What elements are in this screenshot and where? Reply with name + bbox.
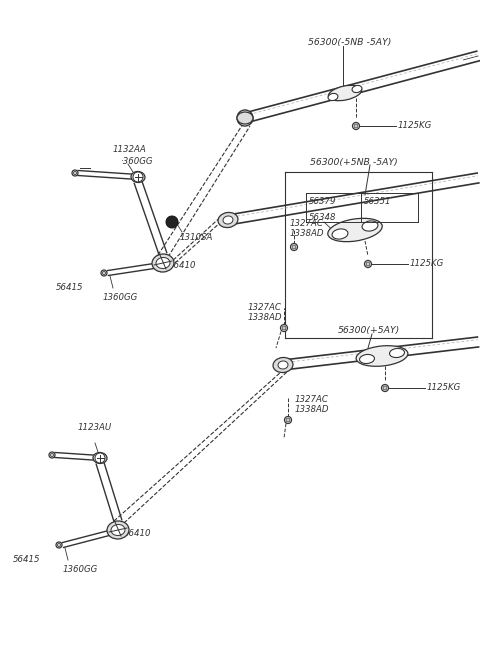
- Ellipse shape: [273, 357, 293, 373]
- Text: 56300(+5AY): 56300(+5AY): [338, 327, 400, 336]
- Circle shape: [286, 418, 290, 422]
- Circle shape: [102, 271, 106, 275]
- Ellipse shape: [328, 218, 382, 242]
- Text: 56415: 56415: [56, 284, 83, 292]
- Text: 56351: 56351: [364, 196, 392, 206]
- Circle shape: [166, 216, 178, 228]
- Text: 1125KG: 1125KG: [398, 122, 432, 131]
- Circle shape: [101, 270, 107, 276]
- Circle shape: [95, 453, 105, 463]
- Polygon shape: [55, 453, 100, 461]
- Circle shape: [57, 543, 60, 547]
- Text: 1123AU: 1123AU: [78, 424, 112, 432]
- Text: 1338AD: 1338AD: [295, 405, 329, 415]
- Ellipse shape: [352, 85, 362, 93]
- Text: ·360GG: ·360GG: [120, 156, 153, 166]
- Polygon shape: [78, 171, 138, 179]
- Circle shape: [237, 110, 253, 126]
- Ellipse shape: [223, 216, 233, 224]
- Circle shape: [383, 386, 387, 390]
- Text: 56348: 56348: [309, 212, 336, 221]
- Text: 56410: 56410: [169, 261, 196, 271]
- Polygon shape: [108, 263, 155, 275]
- Circle shape: [352, 122, 360, 129]
- Ellipse shape: [332, 229, 348, 239]
- Ellipse shape: [93, 453, 107, 463]
- Polygon shape: [227, 173, 479, 225]
- Circle shape: [285, 417, 291, 424]
- Ellipse shape: [390, 348, 405, 357]
- Text: 56300(+5NB -5AY): 56300(+5NB -5AY): [310, 158, 398, 166]
- Ellipse shape: [362, 221, 378, 231]
- Text: 56410: 56410: [124, 528, 152, 537]
- Text: 1327AC: 1327AC: [248, 304, 282, 313]
- Ellipse shape: [111, 524, 125, 535]
- Circle shape: [382, 384, 388, 392]
- Circle shape: [56, 542, 62, 548]
- Ellipse shape: [152, 254, 174, 272]
- Text: 1132AA: 1132AA: [113, 145, 147, 154]
- Circle shape: [49, 452, 55, 458]
- Text: 1327AC: 1327AC: [290, 219, 324, 229]
- Circle shape: [354, 124, 358, 128]
- Ellipse shape: [360, 355, 374, 363]
- Text: 56300(-5NB -5AY): 56300(-5NB -5AY): [308, 37, 391, 47]
- Text: 56415: 56415: [12, 556, 40, 564]
- Text: 1125KG: 1125KG: [427, 384, 461, 392]
- Polygon shape: [244, 51, 480, 123]
- Text: 1360GG: 1360GG: [103, 294, 138, 302]
- Circle shape: [133, 172, 143, 182]
- Circle shape: [282, 326, 286, 330]
- Polygon shape: [134, 181, 167, 256]
- Ellipse shape: [237, 112, 253, 124]
- Polygon shape: [62, 531, 109, 547]
- Ellipse shape: [278, 361, 288, 369]
- Text: 1125KG: 1125KG: [410, 260, 444, 269]
- Text: 1327AC: 1327AC: [295, 396, 329, 405]
- Ellipse shape: [356, 346, 408, 367]
- Text: 56379: 56379: [309, 196, 336, 206]
- Circle shape: [50, 453, 54, 457]
- Circle shape: [290, 244, 298, 250]
- Circle shape: [72, 170, 78, 176]
- Ellipse shape: [218, 212, 238, 227]
- Text: 1360GG: 1360GG: [63, 566, 98, 574]
- Circle shape: [73, 171, 77, 175]
- Text: 1310SA: 1310SA: [180, 233, 214, 242]
- Ellipse shape: [131, 171, 145, 183]
- Circle shape: [292, 245, 296, 249]
- Circle shape: [364, 260, 372, 267]
- Text: 1338AD: 1338AD: [290, 229, 324, 237]
- Polygon shape: [282, 337, 479, 370]
- Ellipse shape: [156, 258, 170, 269]
- Circle shape: [280, 325, 288, 332]
- Ellipse shape: [328, 93, 338, 101]
- Circle shape: [366, 262, 370, 266]
- Polygon shape: [96, 462, 122, 522]
- Text: 1338AD: 1338AD: [248, 313, 283, 323]
- Ellipse shape: [107, 521, 129, 539]
- Ellipse shape: [328, 85, 362, 101]
